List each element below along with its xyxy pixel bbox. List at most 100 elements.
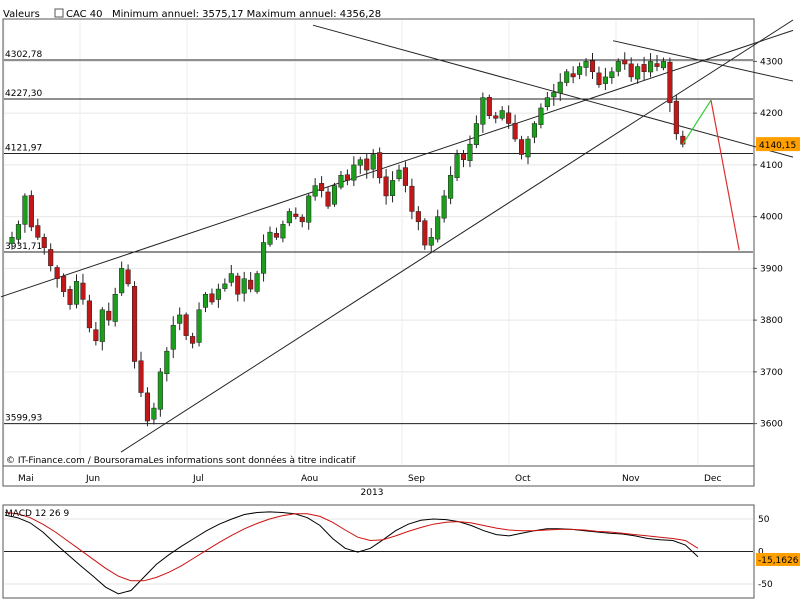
- instrument-checkbox-icon[interactable]: [54, 8, 64, 18]
- candle-body: [15, 224, 21, 240]
- level-label: 3931,71: [5, 242, 42, 252]
- candle-body: [170, 325, 176, 350]
- candle-body: [28, 195, 34, 228]
- candle-body: [222, 283, 228, 289]
- level-label: 4302,78: [5, 50, 42, 60]
- macd-y-ticks: 50 0 -50: [758, 515, 773, 590]
- price-tick-label: 4000: [760, 213, 783, 223]
- macd-last-label: -15,1626: [758, 556, 799, 566]
- month-label: Mai: [18, 474, 34, 484]
- forecast-down-segment: [710, 100, 740, 251]
- footer-credit: © IT-Finance.com / BoursoramaLes informa…: [6, 455, 356, 466]
- macd-line: [4, 511, 699, 595]
- month-label: Jun: [85, 474, 100, 484]
- candle-body: [673, 100, 679, 135]
- candle-body: [506, 112, 512, 124]
- candle-body: [460, 153, 467, 160]
- candle-body: [609, 71, 615, 79]
- header-prefix: Valeurs: [3, 9, 40, 20]
- candle-body: [531, 123, 538, 138]
- candle-body: [54, 267, 60, 279]
- candle-body: [106, 310, 112, 321]
- candle-body: [402, 167, 408, 186]
- candle-body: [273, 233, 279, 238]
- candle-body: [602, 76, 608, 84]
- price-candles: [9, 52, 686, 427]
- candle-body: [596, 72, 602, 85]
- macd-last-tag: -15,1626: [756, 553, 800, 566]
- trendline: [612, 40, 794, 82]
- candle-body: [486, 97, 492, 116]
- price-tick-label: 3600: [760, 420, 783, 430]
- candle-body: [499, 110, 505, 119]
- candle-body: [164, 350, 170, 375]
- price-tick-label: 3800: [760, 316, 783, 326]
- candle-body: [512, 122, 518, 140]
- candle-body: [299, 216, 305, 223]
- candle-body: [248, 279, 254, 290]
- candle-body: [454, 154, 460, 178]
- candle-body: [648, 61, 654, 73]
- candle-body: [61, 276, 67, 292]
- candle-body: [435, 216, 441, 240]
- candle-body: [209, 293, 215, 303]
- header-instrument: CAC 40: [66, 9, 103, 20]
- candle-body: [577, 66, 583, 75]
- candle-body: [86, 300, 92, 329]
- candle-body: [364, 158, 370, 171]
- candle-body: [319, 183, 325, 192]
- price-tick-label: 3700: [760, 368, 783, 378]
- candle-body: [183, 314, 189, 336]
- candle-body: [196, 309, 202, 343]
- candle-body: [112, 293, 118, 322]
- candle-body: [467, 143, 473, 161]
- last-price-tag-box: [756, 137, 800, 152]
- month-axis-frame: [2, 465, 755, 487]
- level-label: 4227,30: [5, 89, 42, 99]
- candle-body: [628, 63, 634, 78]
- candle-body: [235, 275, 241, 295]
- candle-body: [635, 66, 641, 80]
- candle-body: [370, 154, 376, 170]
- month-label: Aou: [301, 474, 318, 484]
- header: Valeurs CAC 40 Minimum annuel: 3575,17 M…: [3, 8, 381, 20]
- candle-body: [338, 174, 344, 188]
- macd-gridlines: [4, 518, 753, 585]
- month-label: Oct: [515, 474, 531, 484]
- level-label: 4121,97: [5, 144, 42, 154]
- macd-last-tag-box: [756, 553, 800, 566]
- signal-line: [4, 512, 699, 582]
- candle-body: [48, 249, 54, 267]
- candle-body: [144, 392, 150, 422]
- candle-body: [441, 195, 447, 219]
- macd-panel-frame: [2, 504, 755, 599]
- macd-tick-label: 50: [758, 515, 770, 525]
- level-label: 3599,93: [5, 414, 42, 424]
- macd-lines: [4, 511, 699, 595]
- candle-body: [119, 268, 125, 294]
- candle-body: [473, 123, 479, 145]
- candle-body: [519, 139, 525, 155]
- candle-body: [667, 61, 673, 104]
- candle-body: [660, 61, 667, 69]
- trendline: [120, 19, 794, 453]
- candle-body: [132, 285, 138, 362]
- candle-body: [138, 360, 144, 393]
- candle-body: [589, 60, 596, 72]
- candle-body: [390, 180, 396, 196]
- candle-body: [344, 174, 350, 181]
- candle-body: [190, 336, 196, 344]
- trendline: [312, 24, 794, 158]
- candle-body: [261, 242, 267, 274]
- candle-body: [22, 195, 28, 225]
- price-tick-label: 3900: [760, 264, 783, 274]
- last-price-tag: 4140,15: [756, 137, 800, 152]
- macd-title: MACD 12 26 9: [5, 509, 69, 519]
- candle-body: [622, 59, 628, 65]
- candle-body: [564, 71, 570, 83]
- candle-body: [312, 185, 318, 197]
- candle-body: [428, 237, 434, 246]
- price-y-ticks: 3600 3700 3800 3900 4000 4100 4200 4300: [753, 57, 783, 430]
